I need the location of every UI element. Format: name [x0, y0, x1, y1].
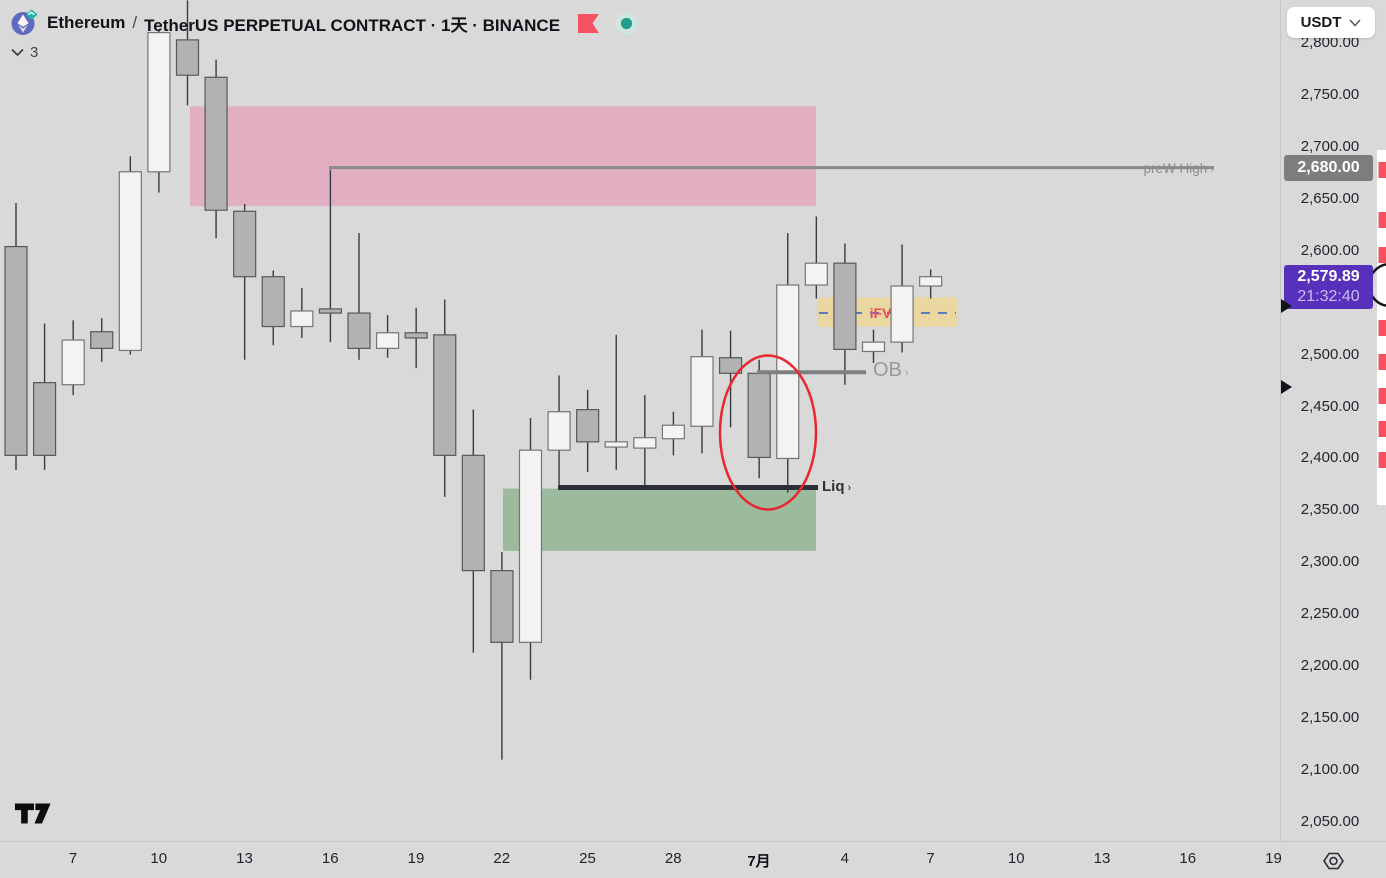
symbol-title[interactable]: Ethereum — [47, 13, 125, 33]
last-price-label: 2,579.89 21:32:40 — [1284, 265, 1373, 309]
label-arrow: › — [1210, 164, 1214, 176]
candle-body-6/11 — [176, 40, 198, 75]
label-arrow: › — [848, 482, 852, 494]
candle-body-6/26 — [605, 442, 627, 447]
candle-body-7/3 — [805, 263, 827, 285]
time-axis-tick: 19 — [386, 850, 446, 867]
candle-body-6/27 — [634, 438, 656, 448]
currency-selector[interactable]: USDT — [1287, 7, 1375, 38]
candle-body-6/18 — [377, 333, 399, 349]
drawing-demand-zone-green[interactable] — [503, 489, 816, 551]
price-axis-tick: 2,750.00 — [1281, 86, 1379, 103]
candle-body-6/23 — [519, 450, 541, 642]
candle-body-6/19 — [405, 333, 427, 338]
symbol-separator: / — [132, 13, 137, 33]
candle-body-6/7 — [62, 340, 84, 385]
flag-icon[interactable] — [577, 13, 600, 34]
last-price-value: 2,579.89 — [1297, 267, 1359, 287]
time-axis-tick: 19 — [1244, 850, 1304, 867]
time-axis-tick: 4 — [815, 850, 875, 867]
candle-body-6/15 — [291, 311, 313, 327]
candle-body-6/12 — [205, 77, 227, 210]
time-axis-tick: 16 — [300, 850, 360, 867]
time-axis-tick: 10 — [129, 850, 189, 867]
time-axis-tick: 28 — [643, 850, 703, 867]
candle-body-6/6 — [34, 383, 56, 456]
price-axis-arrow-icon — [1281, 299, 1292, 313]
candle-body-7/1 — [748, 373, 770, 457]
prew-high-annotation[interactable]: preW High› — [1144, 161, 1214, 176]
ob-annotation[interactable]: OB› — [873, 359, 909, 382]
candle-body-7/6 — [891, 286, 913, 342]
price-axis-tick: 2,700.00 — [1281, 138, 1379, 155]
candle-body-6/8 — [91, 332, 113, 349]
candle-body-6/16 — [319, 309, 341, 313]
label-arrow: › — [905, 367, 909, 379]
time-axis-tick: 7月 — [729, 850, 789, 871]
time-axis-tick: 10 — [986, 850, 1046, 867]
price-axis-tick: 2,350.00 — [1281, 501, 1379, 518]
price-axis-tick: 2,200.00 — [1281, 657, 1379, 674]
price-axis-tick: 2,650.00 — [1281, 190, 1379, 207]
price-axis-tick: 2,300.00 — [1281, 553, 1379, 570]
candle-body-6/21 — [462, 455, 484, 570]
liq-annotation[interactable]: Liq› — [822, 478, 851, 495]
price-axis-arrow-icon — [1281, 380, 1292, 394]
tradingview-logo[interactable] — [14, 802, 52, 830]
price-axis-tick: 2,500.00 — [1281, 346, 1379, 363]
candle-body-6/9 — [119, 172, 141, 351]
candle-body-6/22 — [491, 571, 513, 643]
time-axis-tick: 25 — [558, 850, 618, 867]
candle-body-6/25 — [577, 410, 599, 442]
candle-body-7/4 — [834, 263, 856, 349]
price-axis-tick: 2,100.00 — [1281, 761, 1379, 778]
candle-body-6/10 — [148, 33, 170, 172]
currency-label: USDT — [1301, 14, 1342, 31]
candle-body-6/24 — [548, 412, 570, 450]
candle-body-7/7 — [920, 277, 942, 286]
candle-body-6/28 — [662, 425, 684, 439]
chevron-down-icon — [1349, 19, 1361, 27]
price-axis-tick: 2,400.00 — [1281, 449, 1379, 466]
drawing-supply-zone-pink[interactable] — [190, 106, 816, 206]
legend-toggle[interactable]: 3 — [11, 44, 38, 61]
candle-body-6/13 — [234, 211, 256, 276]
ethereum-logo-icon — [10, 9, 38, 37]
time-axis-tick: 16 — [1158, 850, 1218, 867]
time-axis-tick: 13 — [1072, 850, 1132, 867]
candle-body-6/20 — [434, 335, 456, 455]
time-axis-tick: 13 — [215, 850, 275, 867]
candle-body-6/5 — [5, 247, 27, 456]
price-axis-tick: 2,450.00 — [1281, 398, 1379, 415]
price-axis-tick: 2,250.00 — [1281, 605, 1379, 622]
candle-body-6/29 — [691, 357, 713, 427]
market-status-dot-icon[interactable] — [615, 12, 638, 35]
candle-body-6/14 — [262, 277, 284, 327]
price-axis-tick: 2,150.00 — [1281, 709, 1379, 726]
time-axis-tick: 22 — [472, 850, 532, 867]
symbol-description: TetherUS PERPETUAL CONTRACT · 1天 · BINAN… — [144, 11, 560, 36]
price-axis-tick: 2,600.00 — [1281, 242, 1379, 259]
chevron-down-icon — [11, 48, 24, 57]
price-axis-tick: 2,050.00 — [1281, 813, 1379, 830]
candle-body-6/17 — [348, 313, 370, 348]
legend-indicator-count: 3 — [30, 44, 38, 61]
time-axis-tick: 7 — [43, 850, 103, 867]
bar-countdown: 21:32:40 — [1297, 287, 1359, 307]
time-axis-tick: 7 — [901, 850, 961, 867]
time-axis[interactable]: 7 10 13 16 19 22 25 28 7月 4 7 10 13 16 19 — [0, 842, 1386, 875]
prew-high-price-label: 2,680.00 — [1284, 155, 1373, 181]
axis-settings-icon[interactable] — [1321, 849, 1346, 878]
candle-body-7/5 — [862, 342, 884, 351]
symbol-header: Ethereum / TetherUS PERPETUAL CONTRACT ·… — [10, 9, 638, 37]
